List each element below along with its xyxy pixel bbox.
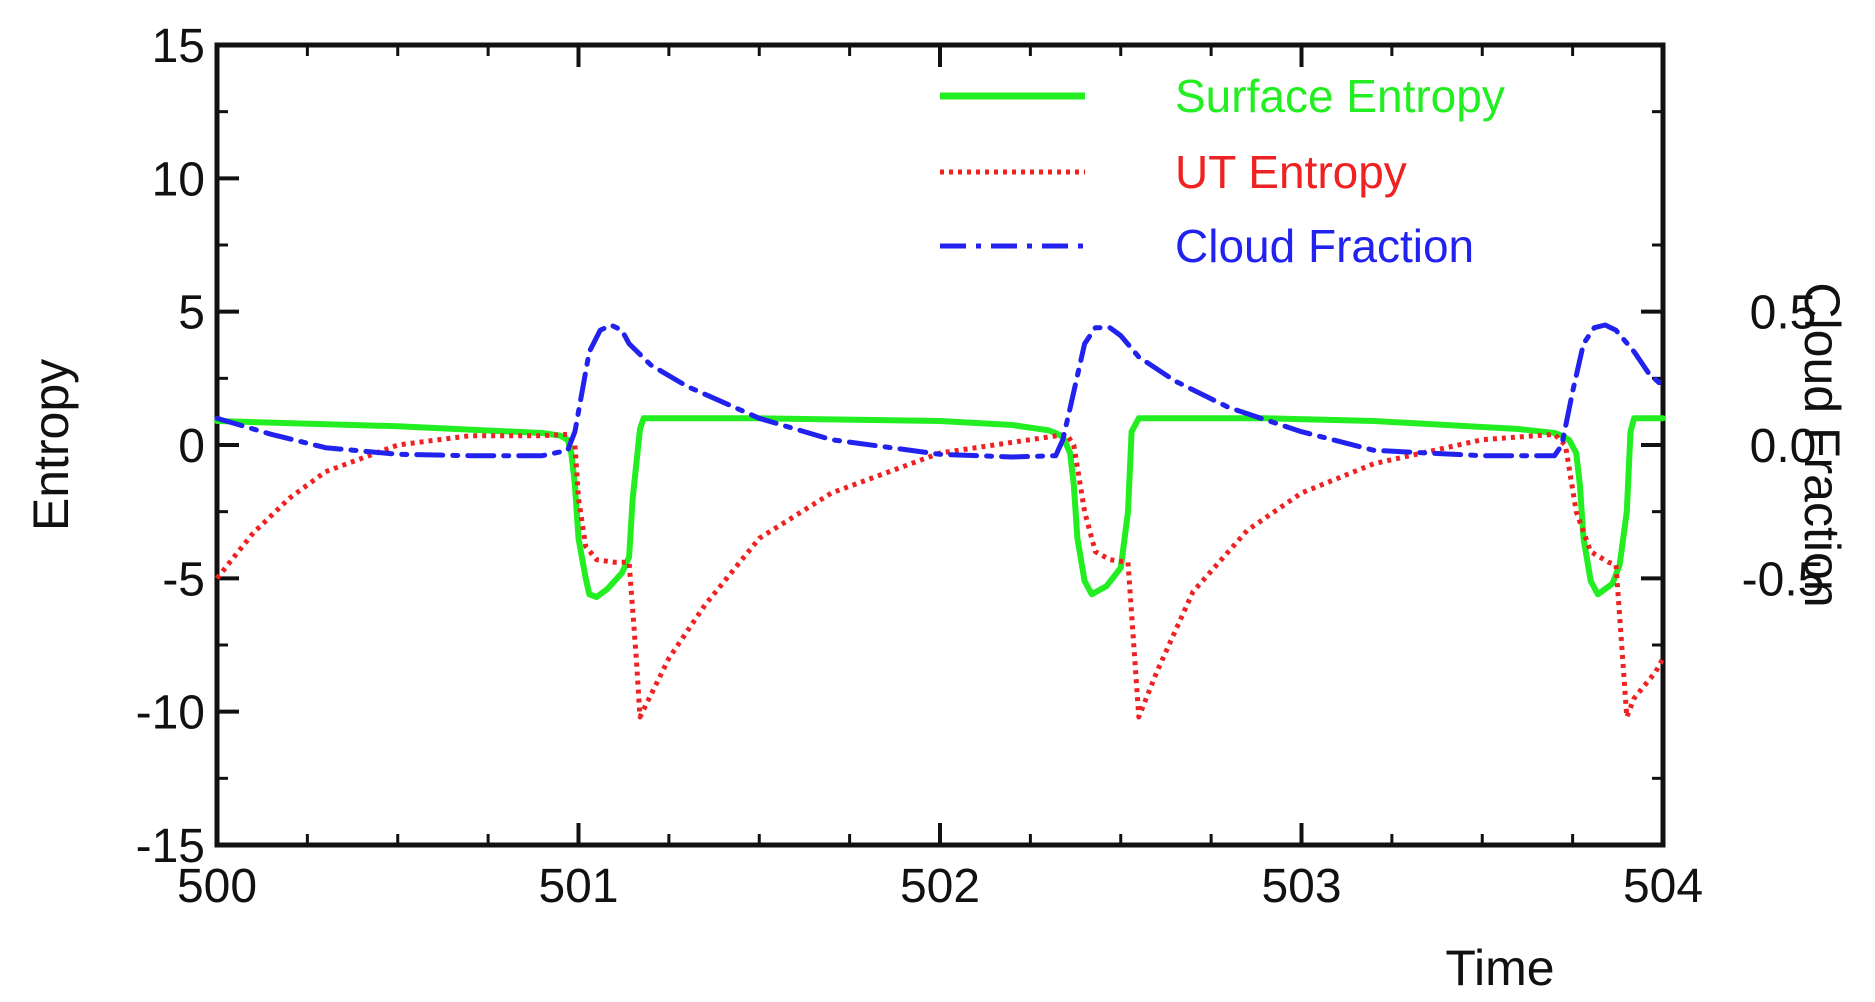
y-tick-label: -15 xyxy=(136,820,205,873)
x-tick-label: 504 xyxy=(1623,860,1703,913)
y-axis-title: Entropy xyxy=(23,359,79,531)
y-axis-ticks: -15 -10 -5 0 5 10 15 xyxy=(136,20,239,873)
y-right-axis-title: Cloud Fraction xyxy=(1794,282,1850,607)
legend-label-ut-entropy: UT Entropy xyxy=(1175,146,1407,198)
x-tick-label: 501 xyxy=(538,860,618,913)
series-line-surface-entropy xyxy=(214,415,1666,600)
series-line-ut-entropy xyxy=(215,431,1666,720)
legend-label-surface-entropy: Surface Entropy xyxy=(1175,70,1505,122)
y-tick-label: 10 xyxy=(152,153,205,206)
legend-label-cloud-fraction: Cloud Fraction xyxy=(1175,220,1474,272)
legend: Surface Entropy UT Entropy Cloud Fractio… xyxy=(940,70,1505,272)
x-tick-label: 500 xyxy=(177,860,257,913)
y-tick-label: -10 xyxy=(136,687,205,740)
y-right-axis-ticks: -0.5 0.0 0.5 xyxy=(1641,110,1825,780)
y-tick-label: 5 xyxy=(178,287,205,340)
series-layer xyxy=(214,322,1666,720)
y-tick-label: 0 xyxy=(178,420,205,473)
x-axis-title: Time xyxy=(1445,940,1554,996)
y-right-tick-label: 0.0 xyxy=(1750,420,1817,473)
x-axis-ticks: 500 501 502 503 504 xyxy=(177,45,1703,913)
x-tick-label: 503 xyxy=(1261,860,1341,913)
plot-frame xyxy=(214,42,1666,848)
y-tick-label: 15 xyxy=(152,20,205,73)
x-tick-label: 502 xyxy=(900,860,980,913)
y-right-tick-label: 0.5 xyxy=(1750,287,1817,340)
y-tick-label: -5 xyxy=(162,553,205,606)
y-right-tick-label: -0.5 xyxy=(1742,553,1825,606)
series-line-cloud-fraction xyxy=(214,322,1666,460)
